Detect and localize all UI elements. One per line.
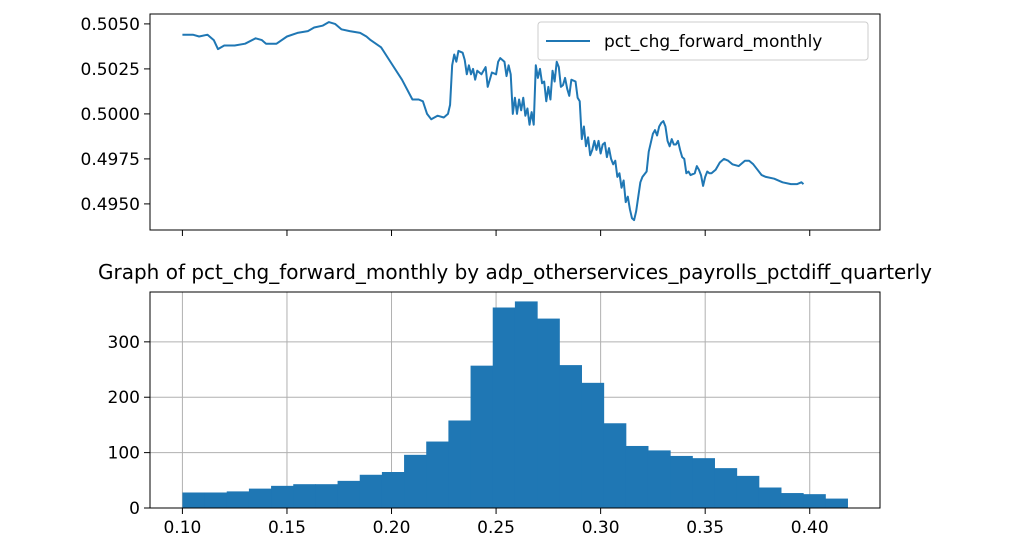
histogram-bar bbox=[780, 493, 804, 508]
histogram-bar bbox=[603, 423, 627, 508]
histogram-bar bbox=[337, 480, 361, 508]
histogram-bar bbox=[537, 318, 560, 508]
legend: pct_chg_forward_monthly bbox=[537, 21, 869, 61]
histogram-y-tick-label: 200 bbox=[108, 388, 140, 408]
histogram-bar bbox=[426, 441, 449, 508]
histogram-bar bbox=[581, 382, 605, 508]
histogram-y-tick-label: 300 bbox=[108, 333, 140, 353]
histogram-bar bbox=[248, 488, 272, 508]
histogram-x-tick-label: 0.20 bbox=[373, 518, 411, 538]
histogram-x-tick-label: 0.35 bbox=[686, 518, 724, 538]
histogram-x-ticks: 0.10 0.15 0.20 0.25 0.30 0.35 0.40 bbox=[163, 508, 829, 538]
histogram-bar bbox=[514, 301, 538, 508]
histogram-bar bbox=[803, 494, 826, 508]
histogram-bar bbox=[492, 307, 516, 508]
histogram-bar bbox=[692, 458, 715, 508]
histogram-x-tick-label: 0.10 bbox=[163, 518, 201, 538]
histogram-bars bbox=[182, 301, 848, 508]
legend-box bbox=[537, 21, 869, 61]
histogram-bar bbox=[404, 454, 427, 508]
line-y-tick-label: 0.5000 bbox=[81, 105, 140, 125]
histogram-bar bbox=[625, 445, 649, 508]
histogram-panel: Graph of pct_chg_forward_monthly by adp_… bbox=[98, 260, 932, 538]
histogram-x-tick-label: 0.25 bbox=[477, 518, 515, 538]
line-y-tick-label: 0.4975 bbox=[81, 150, 140, 170]
histogram-x-tick-label: 0.15 bbox=[268, 518, 306, 538]
line-x-ticks bbox=[181, 230, 811, 236]
legend-label: pct_chg_forward_monthly bbox=[604, 32, 822, 52]
histogram-x-tick-label: 0.30 bbox=[582, 518, 620, 538]
histogram-bar bbox=[670, 455, 693, 508]
histogram-bar bbox=[559, 365, 582, 508]
histogram-bar bbox=[315, 484, 339, 508]
histogram-bar bbox=[736, 475, 760, 508]
line-chart-panel: 0.4950 0.4975 0.5000 0.5025 0.5050 pct_chg_f… bbox=[81, 13, 881, 236]
line-y-tick-label: 0.5050 bbox=[81, 15, 140, 35]
histogram-bar bbox=[381, 472, 405, 508]
histogram-bar bbox=[271, 485, 294, 508]
histogram-bar bbox=[470, 365, 494, 508]
histogram-bar bbox=[182, 492, 206, 508]
histogram-y-ticks: 0 100 200 300 bbox=[108, 333, 150, 519]
histogram-bar bbox=[359, 474, 383, 508]
line-series-pct-chg-forward-monthly bbox=[182, 21, 805, 222]
histogram-bar bbox=[647, 450, 671, 508]
histogram-bar bbox=[448, 420, 472, 508]
line-y-tick-label: 0.4950 bbox=[81, 195, 140, 215]
line-plot-frame bbox=[149, 13, 881, 231]
line-y-ticks: 0.4950 0.4975 0.5000 0.5025 0.5050 bbox=[81, 15, 150, 215]
histogram-y-tick-label: 100 bbox=[108, 444, 140, 464]
histogram-title: Graph of pct_chg_forward_monthly by adp_… bbox=[98, 260, 932, 284]
histogram-x-tick-label: 0.40 bbox=[791, 518, 829, 538]
histogram-plot-frame bbox=[149, 291, 881, 509]
histogram-bar bbox=[226, 491, 250, 508]
histogram-bar bbox=[825, 498, 848, 508]
histogram-bar bbox=[714, 468, 738, 508]
histogram-bar bbox=[204, 492, 228, 508]
histogram-bar bbox=[293, 484, 317, 508]
histogram-bar bbox=[758, 487, 782, 508]
histogram-y-tick-label: 0 bbox=[129, 499, 140, 519]
line-y-tick-label: 0.5025 bbox=[81, 60, 140, 80]
